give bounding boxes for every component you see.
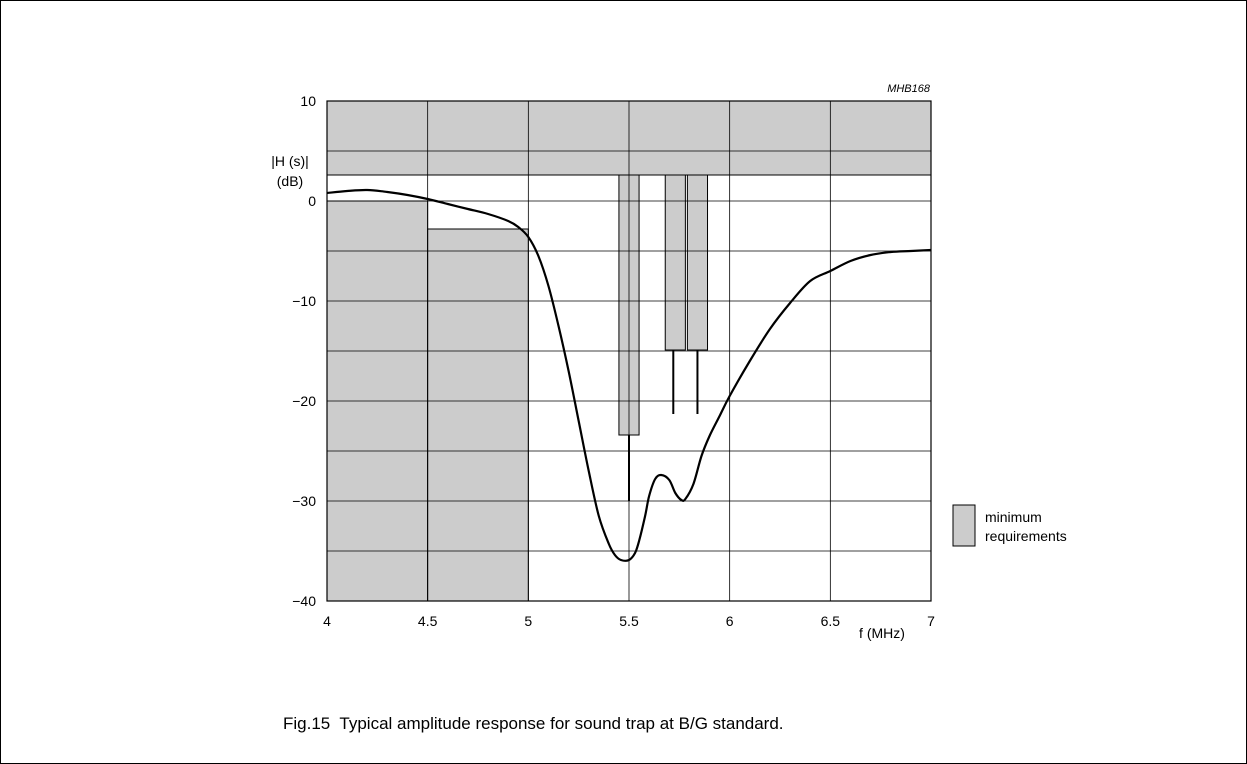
tick-labels: 4 4.5 5 5.5 6 6.5 7 10 0 −10 −20 −30 −40 — [292, 93, 935, 629]
response-curve-layer — [326, 188, 932, 562]
x-tick-label: 6.5 — [821, 613, 841, 629]
figure-caption: Fig.15 Typical amplitude response for so… — [283, 714, 784, 733]
marker-lines — [628, 350, 699, 501]
reference-code: MHB168 — [887, 83, 931, 95]
y-axis-label-line2: (dB) — [277, 173, 303, 189]
legend: minimum requirements — [952, 504, 1067, 547]
legend-label-line2: requirements — [985, 528, 1067, 544]
shaded-region-2 — [427, 228, 529, 602]
response-curve — [326, 188, 932, 562]
x-tick-label: 4 — [323, 613, 331, 629]
y-tick-label: 10 — [300, 93, 316, 109]
x-tick-label: 5 — [524, 613, 532, 629]
x-tick-label: 7 — [927, 613, 935, 629]
y-tick-label: −30 — [292, 493, 316, 509]
y-axis-label-line1: |H (s)| — [271, 153, 309, 169]
y-tick-label: −20 — [292, 393, 316, 409]
x-tick-label: 6 — [726, 613, 734, 629]
legend-label-line1: minimum — [985, 509, 1042, 525]
shaded-region-4 — [664, 174, 686, 351]
x-tick-label: 4.5 — [418, 613, 438, 629]
y-tick-label: −10 — [292, 293, 316, 309]
x-tick-label: 5.5 — [619, 613, 639, 629]
plot-area-border — [326, 100, 932, 602]
y-tick-label: 0 — [308, 193, 316, 209]
y-tick-label: −40 — [292, 593, 316, 609]
plot-frame — [326, 100, 932, 602]
legend-swatch — [952, 504, 976, 547]
x-axis-label: f (MHz) — [859, 625, 905, 641]
